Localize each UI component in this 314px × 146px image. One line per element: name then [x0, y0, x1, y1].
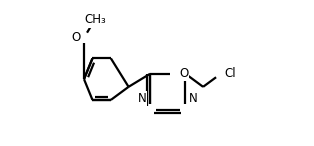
Text: Cl: Cl	[224, 67, 236, 80]
Text: N: N	[138, 92, 146, 105]
Text: O: O	[71, 31, 81, 44]
Text: CH₃: CH₃	[84, 13, 106, 26]
Text: N: N	[189, 92, 198, 105]
Text: O: O	[179, 67, 188, 80]
